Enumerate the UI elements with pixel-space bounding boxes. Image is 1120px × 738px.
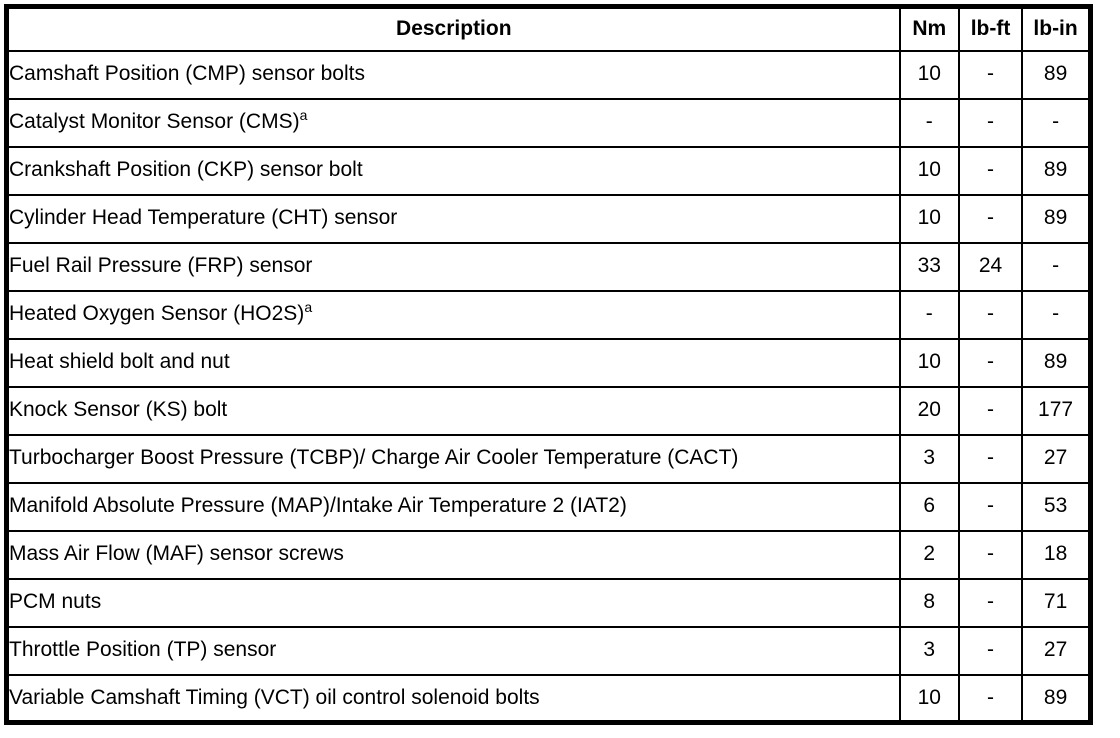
description-cell: Fuel Rail Pressure (FRP) sensor	[5, 241, 901, 292]
lb-ft-value-cell: -	[957, 49, 1024, 100]
table-row: PCM nuts 8 - 71	[5, 577, 1092, 628]
description-cell: Turbocharger Boost Pressure (TCBP)/ Char…	[5, 433, 901, 484]
description-cell: Manifold Absolute Pressure (MAP)/Intake …	[5, 481, 901, 532]
description-cell: Heat shield bolt and nut	[5, 337, 901, 388]
description-text: Camshaft Position (CMP) sensor bolts	[9, 62, 365, 86]
description-text: Mass Air Flow (MAF) sensor screws	[9, 542, 344, 566]
lb-ft-value-cell: -	[957, 529, 1024, 580]
lb-in-value-cell: -	[1021, 241, 1092, 292]
nm-value-cell: 6	[898, 481, 960, 532]
lb-in-value-cell: 177	[1021, 385, 1092, 436]
nm-value-cell: 3	[898, 433, 960, 484]
lb-in-value-cell: -	[1021, 97, 1092, 148]
lb-in-value-cell: 53	[1021, 481, 1092, 532]
description-cell: Camshaft Position (CMP) sensor bolts	[5, 49, 901, 100]
description-text: Manifold Absolute Pressure (MAP)/Intake …	[9, 494, 627, 518]
lb-in-value-cell: 18	[1021, 529, 1092, 580]
lb-in-value-cell: 71	[1021, 577, 1092, 628]
description-cell: Catalyst Monitor Sensor (CMS)a	[5, 97, 901, 148]
nm-value-cell: 10	[898, 49, 960, 100]
table-row: Knock Sensor (KS) bolt 20 - 177	[5, 385, 1092, 436]
lb-in-value-cell: 89	[1021, 49, 1092, 100]
description-text: Heat shield bolt and nut	[9, 350, 230, 374]
table-row: Turbocharger Boost Pressure (TCBP)/ Char…	[5, 433, 1092, 484]
footnote-marker: a	[299, 107, 308, 124]
lb-ft-value-cell: -	[957, 481, 1024, 532]
table-row: Heat shield bolt and nut 10 - 89	[5, 337, 1092, 388]
description-text: Heated Oxygen Sensor (HO2S)	[9, 302, 305, 326]
table-row: Cylinder Head Temperature (CHT) sensor 1…	[5, 193, 1092, 244]
description-cell: Throttle Position (TP) sensor	[5, 625, 901, 676]
table-row: Fuel Rail Pressure (FRP) sensor 33 24 -	[5, 241, 1092, 292]
lb-ft-value-cell: -	[957, 625, 1024, 676]
description-text: Knock Sensor (KS) bolt	[9, 398, 228, 422]
lb-in-value-cell: 89	[1021, 337, 1092, 388]
document-page: Description Nm lb-ft lb-in Camshaft Posi…	[0, 4, 1120, 738]
nm-value-cell: 20	[898, 385, 960, 436]
table-row: Heated Oxygen Sensor (HO2S)a - - -	[5, 289, 1092, 340]
table-row: Manifold Absolute Pressure (MAP)/Intake …	[5, 481, 1092, 532]
nm-value-cell: 8	[898, 577, 960, 628]
nm-value-cell: -	[898, 289, 960, 340]
nm-value-cell: 10	[898, 337, 960, 388]
lb-ft-value-cell: -	[957, 385, 1024, 436]
lb-ft-value-cell: -	[957, 289, 1024, 340]
lb-ft-value-cell: 24	[957, 241, 1024, 292]
header-row: Description Nm lb-ft lb-in	[5, 5, 1092, 52]
description-cell: Knock Sensor (KS) bolt	[5, 385, 901, 436]
lb-in-value-cell: -	[1021, 289, 1092, 340]
table-row: Throttle Position (TP) sensor 3 - 27	[5, 625, 1092, 676]
lb-ft-value-cell: -	[957, 673, 1024, 724]
lb-in-value-cell: 89	[1021, 673, 1092, 724]
lb-ft-value-cell: -	[957, 433, 1024, 484]
description-cell: Variable Camshaft Timing (VCT) oil contr…	[5, 673, 901, 724]
description-text: Variable Camshaft Timing (VCT) oil contr…	[9, 685, 540, 709]
table-row: Variable Camshaft Timing (VCT) oil contr…	[5, 673, 1092, 724]
nm-value-cell: 3	[898, 625, 960, 676]
nm-value-cell: -	[898, 97, 960, 148]
lb-in-value-cell: 27	[1021, 433, 1092, 484]
torque-spec-table: Description Nm lb-ft lb-in Camshaft Posi…	[4, 4, 1093, 725]
lb-ft-value-cell: -	[957, 577, 1024, 628]
description-text: Crankshaft Position (CKP) sensor bolt	[9, 158, 363, 182]
column-header-lb-in: lb-in	[1021, 5, 1092, 52]
nm-value-cell: 10	[898, 193, 960, 244]
table-row: Catalyst Monitor Sensor (CMS)a - - -	[5, 97, 1092, 148]
nm-value-cell: 33	[898, 241, 960, 292]
description-text: PCM nuts	[9, 590, 102, 614]
table-row: Crankshaft Position (CKP) sensor bolt 10…	[5, 145, 1092, 196]
column-header-description: Description	[5, 5, 901, 52]
description-cell: Heated Oxygen Sensor (HO2S)a	[5, 289, 901, 340]
lb-ft-value-cell: -	[957, 97, 1024, 148]
description-cell: Mass Air Flow (MAF) sensor screws	[5, 529, 901, 580]
lb-in-value-cell: 89	[1021, 145, 1092, 196]
description-cell: Crankshaft Position (CKP) sensor bolt	[5, 145, 901, 196]
table-row: Camshaft Position (CMP) sensor bolts 10 …	[5, 49, 1092, 100]
nm-value-cell: 2	[898, 529, 960, 580]
footnote-marker: a	[304, 299, 313, 316]
description-text: Throttle Position (TP) sensor	[9, 638, 277, 662]
table-row: Mass Air Flow (MAF) sensor screws 2 - 18	[5, 529, 1092, 580]
lb-in-value-cell: 89	[1021, 193, 1092, 244]
description-cell: PCM nuts	[5, 577, 901, 628]
nm-value-cell: 10	[898, 673, 960, 724]
description-text: Fuel Rail Pressure (FRP) sensor	[9, 254, 313, 278]
description-cell: Cylinder Head Temperature (CHT) sensor	[5, 193, 901, 244]
lb-in-value-cell: 27	[1021, 625, 1092, 676]
lb-ft-value-cell: -	[957, 193, 1024, 244]
description-text: Catalyst Monitor Sensor (CMS)	[9, 110, 300, 134]
description-text: Cylinder Head Temperature (CHT) sensor	[9, 206, 398, 230]
lb-ft-value-cell: -	[957, 337, 1024, 388]
column-header-lb-ft: lb-ft	[957, 5, 1024, 52]
lb-ft-value-cell: -	[957, 145, 1024, 196]
nm-value-cell: 10	[898, 145, 960, 196]
column-header-nm: Nm	[898, 5, 960, 52]
description-text: Turbocharger Boost Pressure (TCBP)/ Char…	[9, 446, 739, 470]
